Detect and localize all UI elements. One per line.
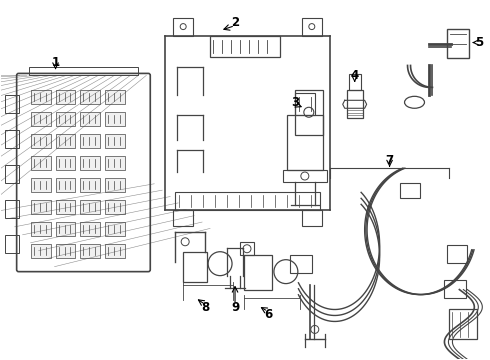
Text: 7: 7 xyxy=(386,154,393,167)
Bar xyxy=(30,222,50,236)
Bar xyxy=(302,18,322,36)
Bar xyxy=(80,90,100,104)
Bar xyxy=(173,210,193,226)
Bar xyxy=(30,156,50,170)
Bar xyxy=(447,28,469,58)
Bar xyxy=(399,183,419,198)
Bar xyxy=(105,244,125,258)
Bar xyxy=(302,210,322,226)
Bar xyxy=(30,200,50,214)
Bar xyxy=(173,18,193,36)
Bar xyxy=(105,178,125,192)
Bar xyxy=(349,75,361,90)
Bar xyxy=(28,67,138,75)
Bar xyxy=(105,222,125,236)
Bar xyxy=(30,178,50,192)
Bar xyxy=(55,222,75,236)
Text: 8: 8 xyxy=(201,301,209,314)
Bar xyxy=(80,178,100,192)
Bar xyxy=(80,156,100,170)
Bar xyxy=(5,165,19,183)
Text: 5: 5 xyxy=(475,36,484,49)
Bar xyxy=(30,134,50,148)
Bar xyxy=(80,134,100,148)
Bar xyxy=(290,255,312,273)
Bar xyxy=(80,222,100,236)
Bar xyxy=(80,200,100,214)
Bar xyxy=(5,95,19,113)
Bar xyxy=(444,280,466,298)
Bar xyxy=(287,115,323,170)
Text: 2: 2 xyxy=(231,16,239,29)
Bar xyxy=(283,170,327,182)
Bar xyxy=(295,90,323,135)
Bar xyxy=(183,252,207,282)
Bar xyxy=(105,134,125,148)
Bar xyxy=(105,156,125,170)
Bar xyxy=(55,112,75,126)
Bar xyxy=(347,90,363,118)
Bar xyxy=(449,310,477,339)
Bar xyxy=(55,178,75,192)
Bar xyxy=(80,244,100,258)
Bar xyxy=(5,235,19,253)
Text: 3: 3 xyxy=(291,96,299,109)
Bar xyxy=(105,200,125,214)
Bar xyxy=(55,156,75,170)
Text: 9: 9 xyxy=(231,301,239,314)
Bar xyxy=(295,93,315,115)
Bar xyxy=(5,200,19,218)
Bar xyxy=(80,112,100,126)
Bar xyxy=(55,200,75,214)
Bar xyxy=(105,90,125,104)
Bar xyxy=(175,192,320,210)
Text: 4: 4 xyxy=(350,69,359,82)
Bar xyxy=(30,244,50,258)
Bar xyxy=(55,134,75,148)
Text: 1: 1 xyxy=(51,56,60,69)
Bar xyxy=(30,112,50,126)
Text: 6: 6 xyxy=(264,308,272,321)
Bar xyxy=(55,244,75,258)
Bar xyxy=(210,36,280,58)
Bar xyxy=(244,255,272,289)
Bar xyxy=(105,112,125,126)
Bar xyxy=(5,130,19,148)
Bar xyxy=(447,245,467,263)
Bar xyxy=(30,90,50,104)
Bar xyxy=(240,242,254,255)
Bar xyxy=(55,90,75,104)
